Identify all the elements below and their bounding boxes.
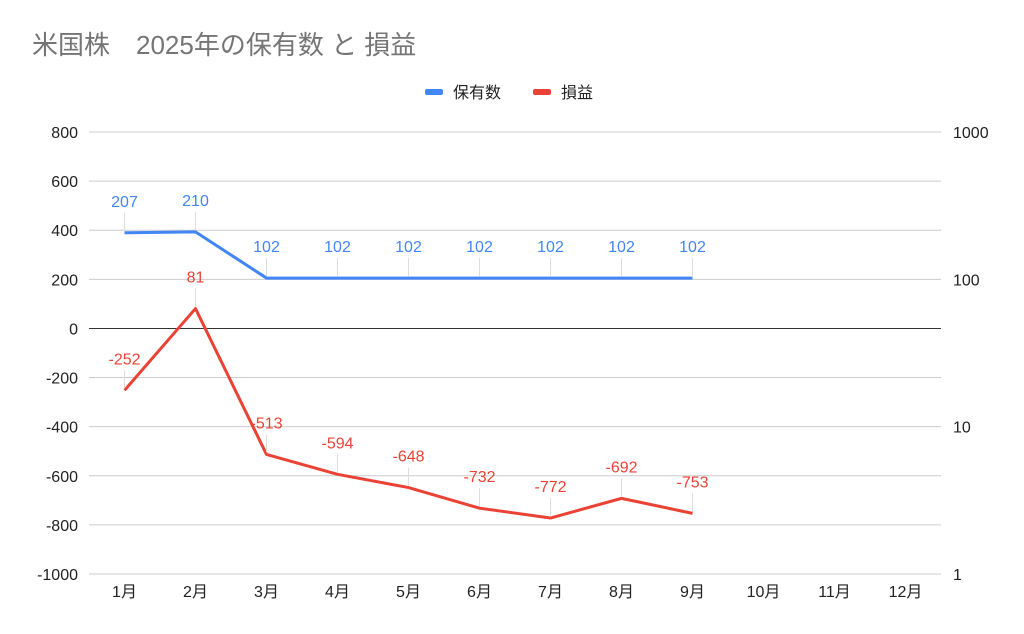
left-tick-label: 600 (51, 174, 78, 191)
data-label: -753 (676, 474, 708, 491)
x-tick-label: 2月 (183, 584, 208, 601)
x-tick-label: 7月 (538, 584, 563, 601)
data-label: 102 (253, 239, 280, 256)
series-line-保有数 (124, 230, 693, 280)
gridlines (89, 131, 941, 575)
data-label: 102 (608, 239, 635, 256)
data-label: 102 (324, 239, 351, 256)
right-tick-label: 1 (953, 567, 962, 584)
right-tick-label: 1000 (953, 125, 989, 142)
x-tick-label: 4月 (325, 584, 350, 601)
data-label: -513 (250, 415, 282, 432)
left-tick-label: -200 (46, 371, 78, 388)
data-label: 102 (679, 239, 706, 256)
data-label: -252 (108, 351, 140, 368)
x-tick-label: 5月 (396, 584, 421, 601)
series-line-損益 (123, 307, 693, 520)
legend: 保有数 損益 (425, 84, 593, 102)
right-tick-label: 10 (953, 420, 971, 437)
left-tick-label: 200 (51, 272, 78, 289)
left-tick-label: -800 (46, 518, 78, 535)
x-tick-label: 11月 (818, 584, 851, 601)
x-tick-label: 9月 (680, 584, 705, 601)
data-label: 81 (187, 270, 205, 287)
left-tick-label: 0 (69, 321, 78, 338)
x-tick-label: 3月 (254, 584, 279, 601)
legend-swatch (533, 89, 551, 95)
right-tick-label: 100 (953, 272, 980, 289)
data-label: -594 (321, 435, 353, 452)
legend-swatch (425, 89, 443, 95)
data-label: 102 (395, 239, 422, 256)
data-label: 207 (111, 194, 138, 211)
series: 207 210 102 102 102 102 102 102 102 -252 81 -513 -59… (108, 193, 709, 520)
x-tick-label: 1月 (112, 584, 137, 601)
chart-title: 米国株 2025年の保有数 と 損益 (32, 30, 416, 60)
left-tick-label: -400 (46, 420, 78, 437)
x-tick-label: 10月 (747, 584, 781, 601)
data-label: 210 (182, 193, 209, 210)
data-label: -648 (392, 449, 424, 466)
axis-ticks: 800 600 400 200 0 -200 -400 -600 -800 -1000 1000 10… (37, 125, 989, 601)
x-tick-label: 12月 (889, 584, 923, 601)
left-tick-label: -1000 (37, 567, 78, 584)
data-label: -692 (605, 459, 637, 476)
data-label: 102 (537, 239, 564, 256)
left-tick-label: -600 (46, 469, 78, 486)
left-tick-label: 800 (51, 125, 78, 142)
data-label: -732 (463, 469, 495, 486)
data-label: 102 (466, 239, 493, 256)
x-tick-label: 8月 (609, 584, 634, 601)
x-tick-label: 6月 (467, 584, 492, 601)
legend-label: 損益 (561, 84, 593, 102)
data-label: -772 (534, 479, 566, 496)
left-tick-label: 400 (51, 223, 78, 240)
legend-label: 保有数 (453, 84, 501, 102)
